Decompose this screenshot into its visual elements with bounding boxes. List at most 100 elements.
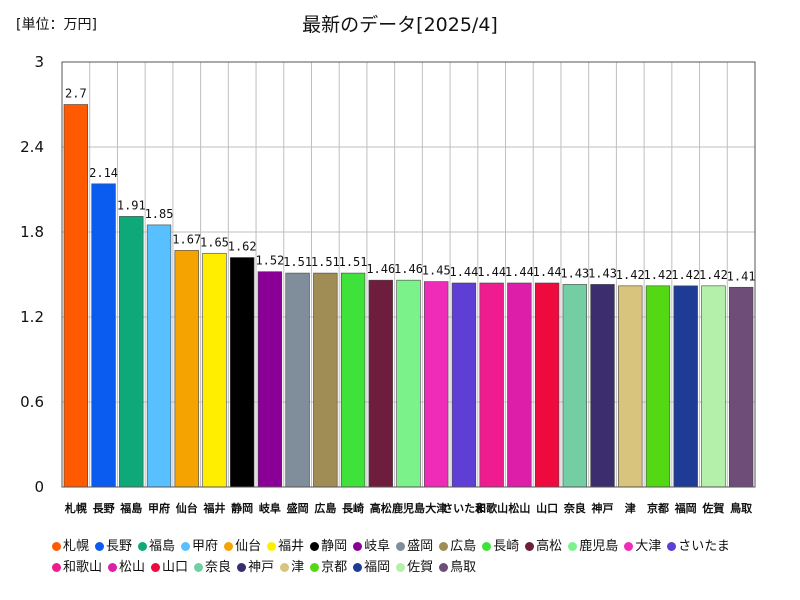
value-label: 2.14	[89, 166, 118, 180]
value-label: 1.46	[394, 262, 423, 276]
x-tick-label: 広島	[314, 501, 336, 515]
legend-marker	[108, 563, 118, 572]
value-label: 1.85	[145, 207, 174, 221]
value-label: 1.44	[533, 265, 562, 279]
y-tick-label: 1.2	[20, 308, 44, 326]
legend-item: 奈良	[194, 557, 231, 578]
value-label: 1.44	[477, 265, 506, 279]
value-label: 1.44	[505, 265, 534, 279]
legend-item: 津	[280, 557, 304, 578]
x-tick-label: 京都	[647, 501, 669, 515]
bar-広島	[313, 272, 338, 488]
legend-label: 和歌山	[63, 560, 103, 575]
bar-松山	[507, 282, 532, 488]
legend-label: 長野	[106, 539, 133, 554]
legend-marker	[52, 563, 61, 572]
legend-item: 長野	[95, 536, 132, 557]
legend-label: 大津	[635, 539, 662, 554]
legend-marker	[151, 563, 161, 572]
value-label: 1.41	[727, 269, 756, 283]
legend-marker	[224, 542, 234, 551]
value-label: 1.91	[117, 198, 146, 212]
value-label: 1.51	[339, 255, 368, 269]
y-tick-label: 3	[34, 53, 44, 71]
x-tick-label: 長野	[93, 502, 115, 515]
legend-label: 佐賀	[407, 560, 434, 575]
legend-marker	[396, 542, 406, 551]
legend: 札幌 長野 福島 甲府 仙台 福井 静岡 岐阜 盛岡 広島 長崎 高松 鹿児島 大津 さいたま和歌山 松山 山口…	[52, 536, 782, 578]
legend-label: 静岡	[321, 539, 348, 554]
legend-item: 福島	[138, 536, 175, 557]
bar-盛岡	[285, 272, 310, 488]
x-tick-label: 山口	[536, 501, 558, 515]
x-tick-label: 福島	[119, 501, 142, 515]
legend-label: 仙台	[235, 539, 262, 554]
x-tick-label: 盛岡	[287, 501, 309, 515]
value-label: 1.52	[255, 254, 284, 268]
legend-item: 札幌	[52, 536, 89, 557]
legend-label: 奈良	[205, 560, 232, 575]
y-tick-labels: 0 0.6 1.2 1.8 2.4 3	[20, 53, 44, 496]
x-tick-label: 高松	[370, 501, 392, 515]
bar-奈良	[562, 284, 587, 488]
legend-label: 神戸	[248, 560, 275, 575]
unit-label: [単位：万円]	[16, 17, 97, 33]
bar-甲府	[146, 224, 172, 488]
bar-仙台	[174, 250, 199, 488]
legend-label: 長崎	[493, 539, 520, 554]
value-label: 1.51	[311, 255, 340, 269]
bar-佐賀	[701, 285, 726, 488]
x-tick-label: 神戸	[592, 501, 614, 515]
legend-label: 鹿児島	[579, 539, 619, 554]
bar-福井	[202, 252, 227, 488]
bar-岐阜	[257, 271, 283, 488]
value-label: 1.51	[283, 255, 312, 269]
bar-津	[618, 285, 643, 488]
legend-item: 佐賀	[396, 557, 433, 578]
legend-item: さいたま	[667, 536, 730, 557]
legend-item: 京都	[310, 557, 347, 578]
value-label: 1.67	[172, 232, 201, 246]
legend-marker	[280, 563, 290, 572]
x-tick-label: 大津	[425, 501, 447, 515]
legend-marker	[439, 542, 449, 551]
bar-さいたま	[451, 282, 477, 488]
legend-marker	[353, 542, 363, 551]
value-label: 1.43	[588, 266, 617, 280]
legend-item: 静岡	[310, 536, 347, 557]
bar-高松	[368, 279, 393, 488]
legend-item: 長崎	[482, 536, 519, 557]
legend-marker	[568, 542, 578, 551]
legend-marker	[525, 542, 535, 551]
legend-item: 高松	[525, 536, 562, 557]
legend-item: 和歌山	[52, 557, 102, 578]
x-tick-label: 松山	[508, 501, 530, 515]
legend-label: 福井	[278, 539, 305, 554]
legend-label: 山口	[162, 560, 189, 575]
legend-label: さいたま	[678, 539, 730, 554]
legend-label: 福岡	[364, 560, 391, 575]
x-tick-label: 岐阜	[259, 501, 281, 515]
legend-item: 盛岡	[396, 536, 433, 557]
legend-label: 高松	[536, 539, 563, 554]
legend-marker	[181, 542, 191, 551]
legend-marker	[667, 542, 677, 551]
legend-marker	[237, 563, 247, 572]
x-tick-label: さいたま	[442, 502, 486, 515]
bar-山口	[534, 282, 560, 488]
value-label: 1.62	[228, 240, 257, 254]
x-tick-label: 奈良	[563, 501, 586, 515]
value-label: 1.42	[644, 268, 673, 282]
legend-item: 広島	[439, 536, 476, 557]
legend-marker	[95, 542, 105, 551]
legend-label: 岐阜	[364, 539, 391, 554]
plot-frame	[61, 61, 756, 488]
legend-item: 甲府	[181, 536, 218, 557]
legend-marker	[624, 542, 634, 551]
x-tick-label: 長崎	[342, 501, 364, 515]
legend-label: 広島	[450, 539, 477, 554]
x-tick-label: 津	[625, 501, 636, 515]
value-label: 1.42	[699, 268, 728, 282]
